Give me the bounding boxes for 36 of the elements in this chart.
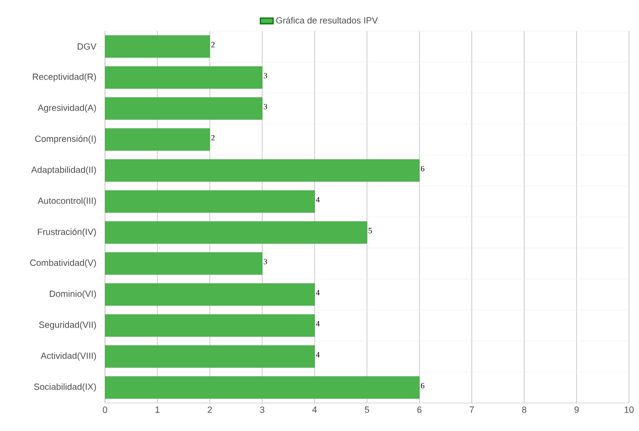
x-tick-label: 3 — [260, 406, 264, 413]
bar — [105, 252, 262, 275]
x-tick-label: 7 — [470, 406, 474, 413]
y-tick-label: Dominio(VI) — [50, 290, 96, 299]
x-tick-label: 8 — [522, 406, 526, 413]
bar — [105, 97, 262, 120]
bar — [105, 128, 210, 151]
bar — [105, 66, 262, 89]
x-tick-label: 1 — [156, 406, 160, 413]
bar — [105, 221, 368, 244]
bar — [105, 35, 210, 58]
y-tick-label: DGV — [78, 43, 96, 50]
y-tick-label: Adaptabilidad(II) — [31, 166, 96, 175]
y-tick-label: Combatividad(V) — [30, 259, 96, 268]
bar — [105, 314, 315, 337]
x-tick-label: 5 — [364, 406, 370, 413]
bar — [105, 159, 420, 182]
x-tick-label: 4 — [312, 406, 317, 413]
bar — [105, 283, 315, 306]
bar — [105, 345, 315, 368]
y-tick-label: Sociabilidad(IX) — [34, 383, 96, 392]
y-tick-label: Agresividad(A) — [38, 104, 96, 113]
y-tick-label: Autocontrol(III) — [38, 197, 96, 206]
y-tick-label: Receptividad(R) — [32, 73, 96, 82]
x-tick-label: 10 — [624, 406, 634, 413]
y-tick-label: Comprensión(I) — [35, 135, 96, 144]
y-tick-label: Actividad(VIII) — [40, 352, 96, 361]
x-tick-label: 6 — [417, 406, 422, 413]
x-tick-label: 9 — [574, 406, 579, 413]
y-tick-label: Seguridad(VII) — [39, 321, 96, 330]
legend-label: Gráfica de resultados IPV — [276, 16, 378, 24]
bar — [105, 190, 315, 213]
x-tick-label: 2 — [208, 406, 212, 413]
y-tick-label: Frustración(IV) — [38, 228, 96, 237]
x-tick-label: 0 — [102, 406, 108, 413]
bar — [105, 376, 420, 399]
